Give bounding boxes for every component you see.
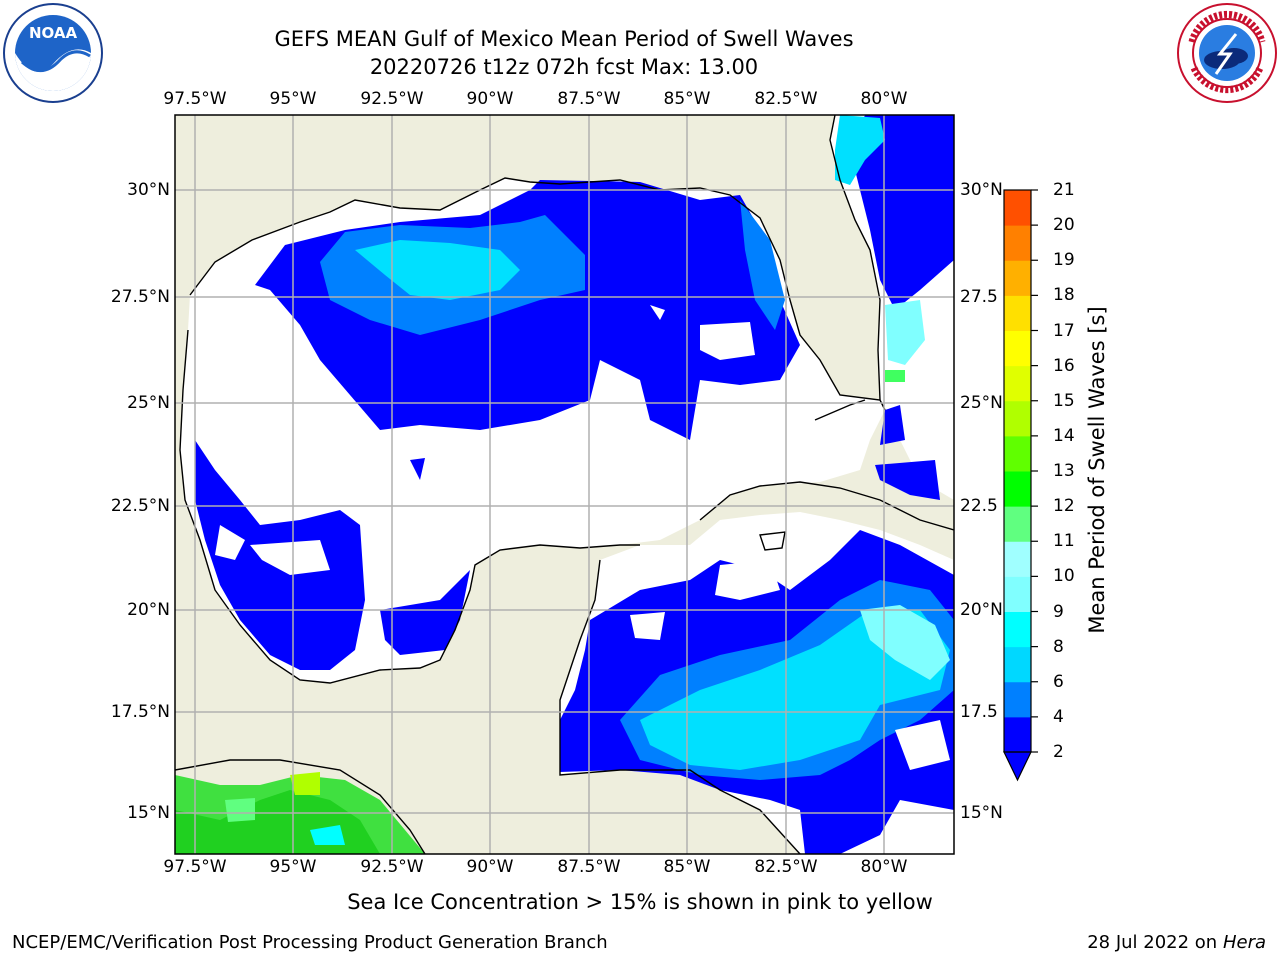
coastlines xyxy=(175,115,954,854)
colorbar-tick-label: 18 xyxy=(1053,285,1075,306)
colorbar-segment xyxy=(1004,611,1031,648)
lon-label-bottom: 95°W xyxy=(269,857,317,877)
lat-label-left: 30°N xyxy=(127,180,170,200)
swell-field-gulf-west xyxy=(195,440,470,670)
lat-label-right: 30°N xyxy=(960,180,1003,200)
colorbar-segment xyxy=(1004,225,1031,261)
lon-label-bottom: 85°W xyxy=(663,857,711,877)
colorbar-segment xyxy=(1004,576,1031,612)
swell-field-florida-east xyxy=(835,115,954,500)
lon-label-top: 82.5°W xyxy=(754,89,818,109)
svg-text:NOAA: NOAA xyxy=(29,24,78,42)
lon-label-top: 92.5°W xyxy=(360,89,424,109)
lon-label-top: 87.5°W xyxy=(557,89,621,109)
colorbar-segment xyxy=(1004,471,1031,507)
noaa-logo: NOAA xyxy=(3,3,103,103)
lon-label-bottom: 92.5°W xyxy=(360,857,424,877)
lon-label-top: 97.5°W xyxy=(163,89,227,109)
colorbar-segment xyxy=(1004,295,1031,331)
chart-subtitle: 20220726 t12z 072h fcst Max: 13.00 xyxy=(369,55,759,79)
lon-label-bottom: 90°W xyxy=(466,857,514,877)
colorbar-tick-label: 16 xyxy=(1053,355,1075,376)
lat-label-right: 17.5 xyxy=(960,702,998,722)
map-frame xyxy=(174,114,955,855)
lon-label-top: 85°W xyxy=(663,89,711,109)
colorbar-tick-label: 11 xyxy=(1053,531,1075,552)
lon-label-bottom: 80°W xyxy=(860,857,908,877)
colorbar-tick-label: 15 xyxy=(1053,390,1075,411)
lat-label-left: 27.5°N xyxy=(110,287,170,307)
colorbar-tick-label: 6 xyxy=(1053,671,1064,692)
colorbar-segment xyxy=(1004,330,1031,367)
colorbar-segment xyxy=(1004,541,1031,577)
lat-label-left: 22.5°N xyxy=(110,496,170,516)
colorbar-segment xyxy=(1004,365,1031,402)
date-stamp: 28 Jul 2022 on Hera xyxy=(1087,932,1266,953)
colorbar-segment xyxy=(1004,190,1031,226)
chart-title: GEFS MEAN Gulf of Mexico Mean Period of … xyxy=(274,27,854,51)
colorbar-segment xyxy=(1004,681,1031,718)
lon-label-bottom: 87.5°W xyxy=(557,857,621,877)
lat-label-right: 25°N xyxy=(960,393,1003,413)
swell-field-caribbean xyxy=(560,530,954,854)
credit-text: NCEP/EMC/Verification Post Processing Pr… xyxy=(12,932,608,953)
colorbar-tick-label: 4 xyxy=(1053,706,1064,727)
lat-label-right: 15°N xyxy=(960,803,1003,823)
lon-label-top: 80°W xyxy=(860,89,908,109)
colorbar-tick-label: 12 xyxy=(1053,496,1075,517)
colorbar-title: Mean Period of Swell Waves [s] xyxy=(1085,306,1109,634)
colorbar-tick-label: 17 xyxy=(1053,320,1075,341)
lat-label-right: 20°N xyxy=(960,600,1003,620)
colorbar-tick-label: 2 xyxy=(1053,742,1064,762)
colorbar-segment xyxy=(1004,716,1031,753)
lat-label-left: 15°N xyxy=(127,803,170,823)
colorbar-tick-label: 8 xyxy=(1053,636,1064,657)
nws-logo xyxy=(1177,3,1277,103)
colorbar-tick-label: 14 xyxy=(1053,425,1075,446)
colorbar-extend-triangle xyxy=(1003,751,1032,782)
lat-label-left: 25°N xyxy=(127,393,170,413)
colorbar-segment xyxy=(1004,646,1031,683)
lon-label-bottom: 97.5°W xyxy=(163,857,227,877)
swell-field-pacific xyxy=(175,772,425,854)
colorbar-tick-label: 13 xyxy=(1053,461,1075,481)
lat-label-right: 22.5 xyxy=(960,496,998,516)
host-name: Hera xyxy=(1222,932,1266,953)
lon-label-top: 90°W xyxy=(466,89,514,109)
colorbar-segment xyxy=(1004,260,1031,296)
colorbar-tick-label: 20 xyxy=(1053,215,1075,236)
colorbar xyxy=(1003,189,1038,782)
colorbar-tick-label: 10 xyxy=(1053,566,1075,587)
lon-label-top: 95°W xyxy=(269,89,317,109)
colorbar-tick-label: 9 xyxy=(1053,601,1064,622)
lon-label-bottom: 82.5°W xyxy=(754,857,818,877)
colorbar-segment xyxy=(1004,400,1031,437)
lat-label-left: 20°N xyxy=(127,600,170,620)
lat-label-left: 17.5°N xyxy=(110,702,170,722)
colorbar-segment xyxy=(1004,506,1031,542)
colorbar-tick-label: 19 xyxy=(1053,250,1075,271)
colorbar-segment xyxy=(1004,435,1031,472)
lat-label-right: 27.5 xyxy=(960,287,998,307)
sea-ice-note: Sea Ice Concentration > 15% is shown in … xyxy=(347,890,933,914)
graticule xyxy=(175,115,954,854)
colorbar-tick-label: 21 xyxy=(1053,180,1075,200)
